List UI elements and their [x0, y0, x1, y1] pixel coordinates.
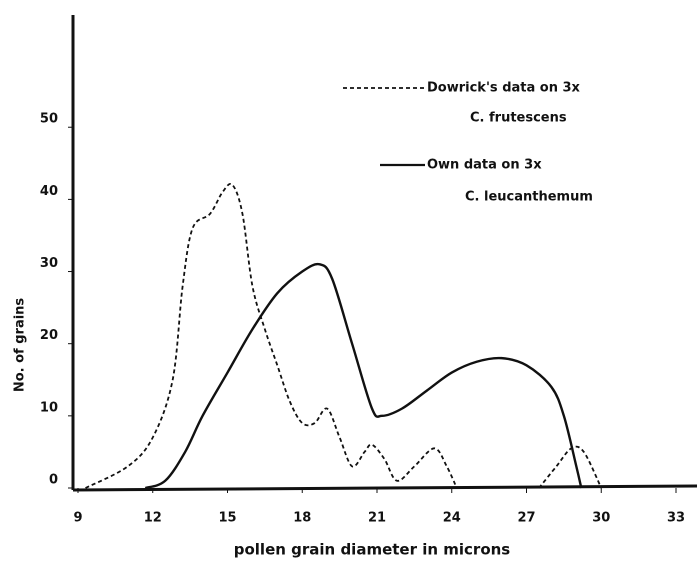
y-tick-label: 0 [49, 473, 58, 488]
x-tick-label: 24 [443, 511, 461, 526]
series-line [144, 262, 583, 490]
legend-label: C. leucanthemum [465, 190, 593, 205]
x-tick-label: 33 [667, 511, 685, 526]
y-axis-label: No. of grains [13, 298, 28, 393]
series-line [85, 182, 603, 489]
y-tick-label: 10 [40, 400, 58, 415]
legend-label: C. frutescens [470, 111, 567, 126]
y-tick-label: 20 [40, 328, 58, 343]
x-tick-label: 21 [368, 511, 386, 526]
y-tick-label: 30 [40, 256, 58, 271]
legend-label: Own data on 3x [427, 158, 542, 173]
x-tick-label: 12 [144, 511, 162, 526]
x-tick-label: 9 [73, 511, 82, 526]
x-tick-label: 30 [592, 511, 610, 526]
x-axis-label: pollen grain diameter in microns [234, 541, 511, 559]
x-tick-label: 18 [293, 511, 311, 526]
x-tick-label: 27 [517, 511, 535, 526]
y-tick-label: 40 [40, 184, 58, 199]
x-axis [72, 484, 697, 492]
x-tick-label: 15 [218, 511, 236, 526]
y-tick-label: 50 [40, 112, 58, 127]
legend-label: Dowrick's data on 3x [427, 81, 581, 96]
